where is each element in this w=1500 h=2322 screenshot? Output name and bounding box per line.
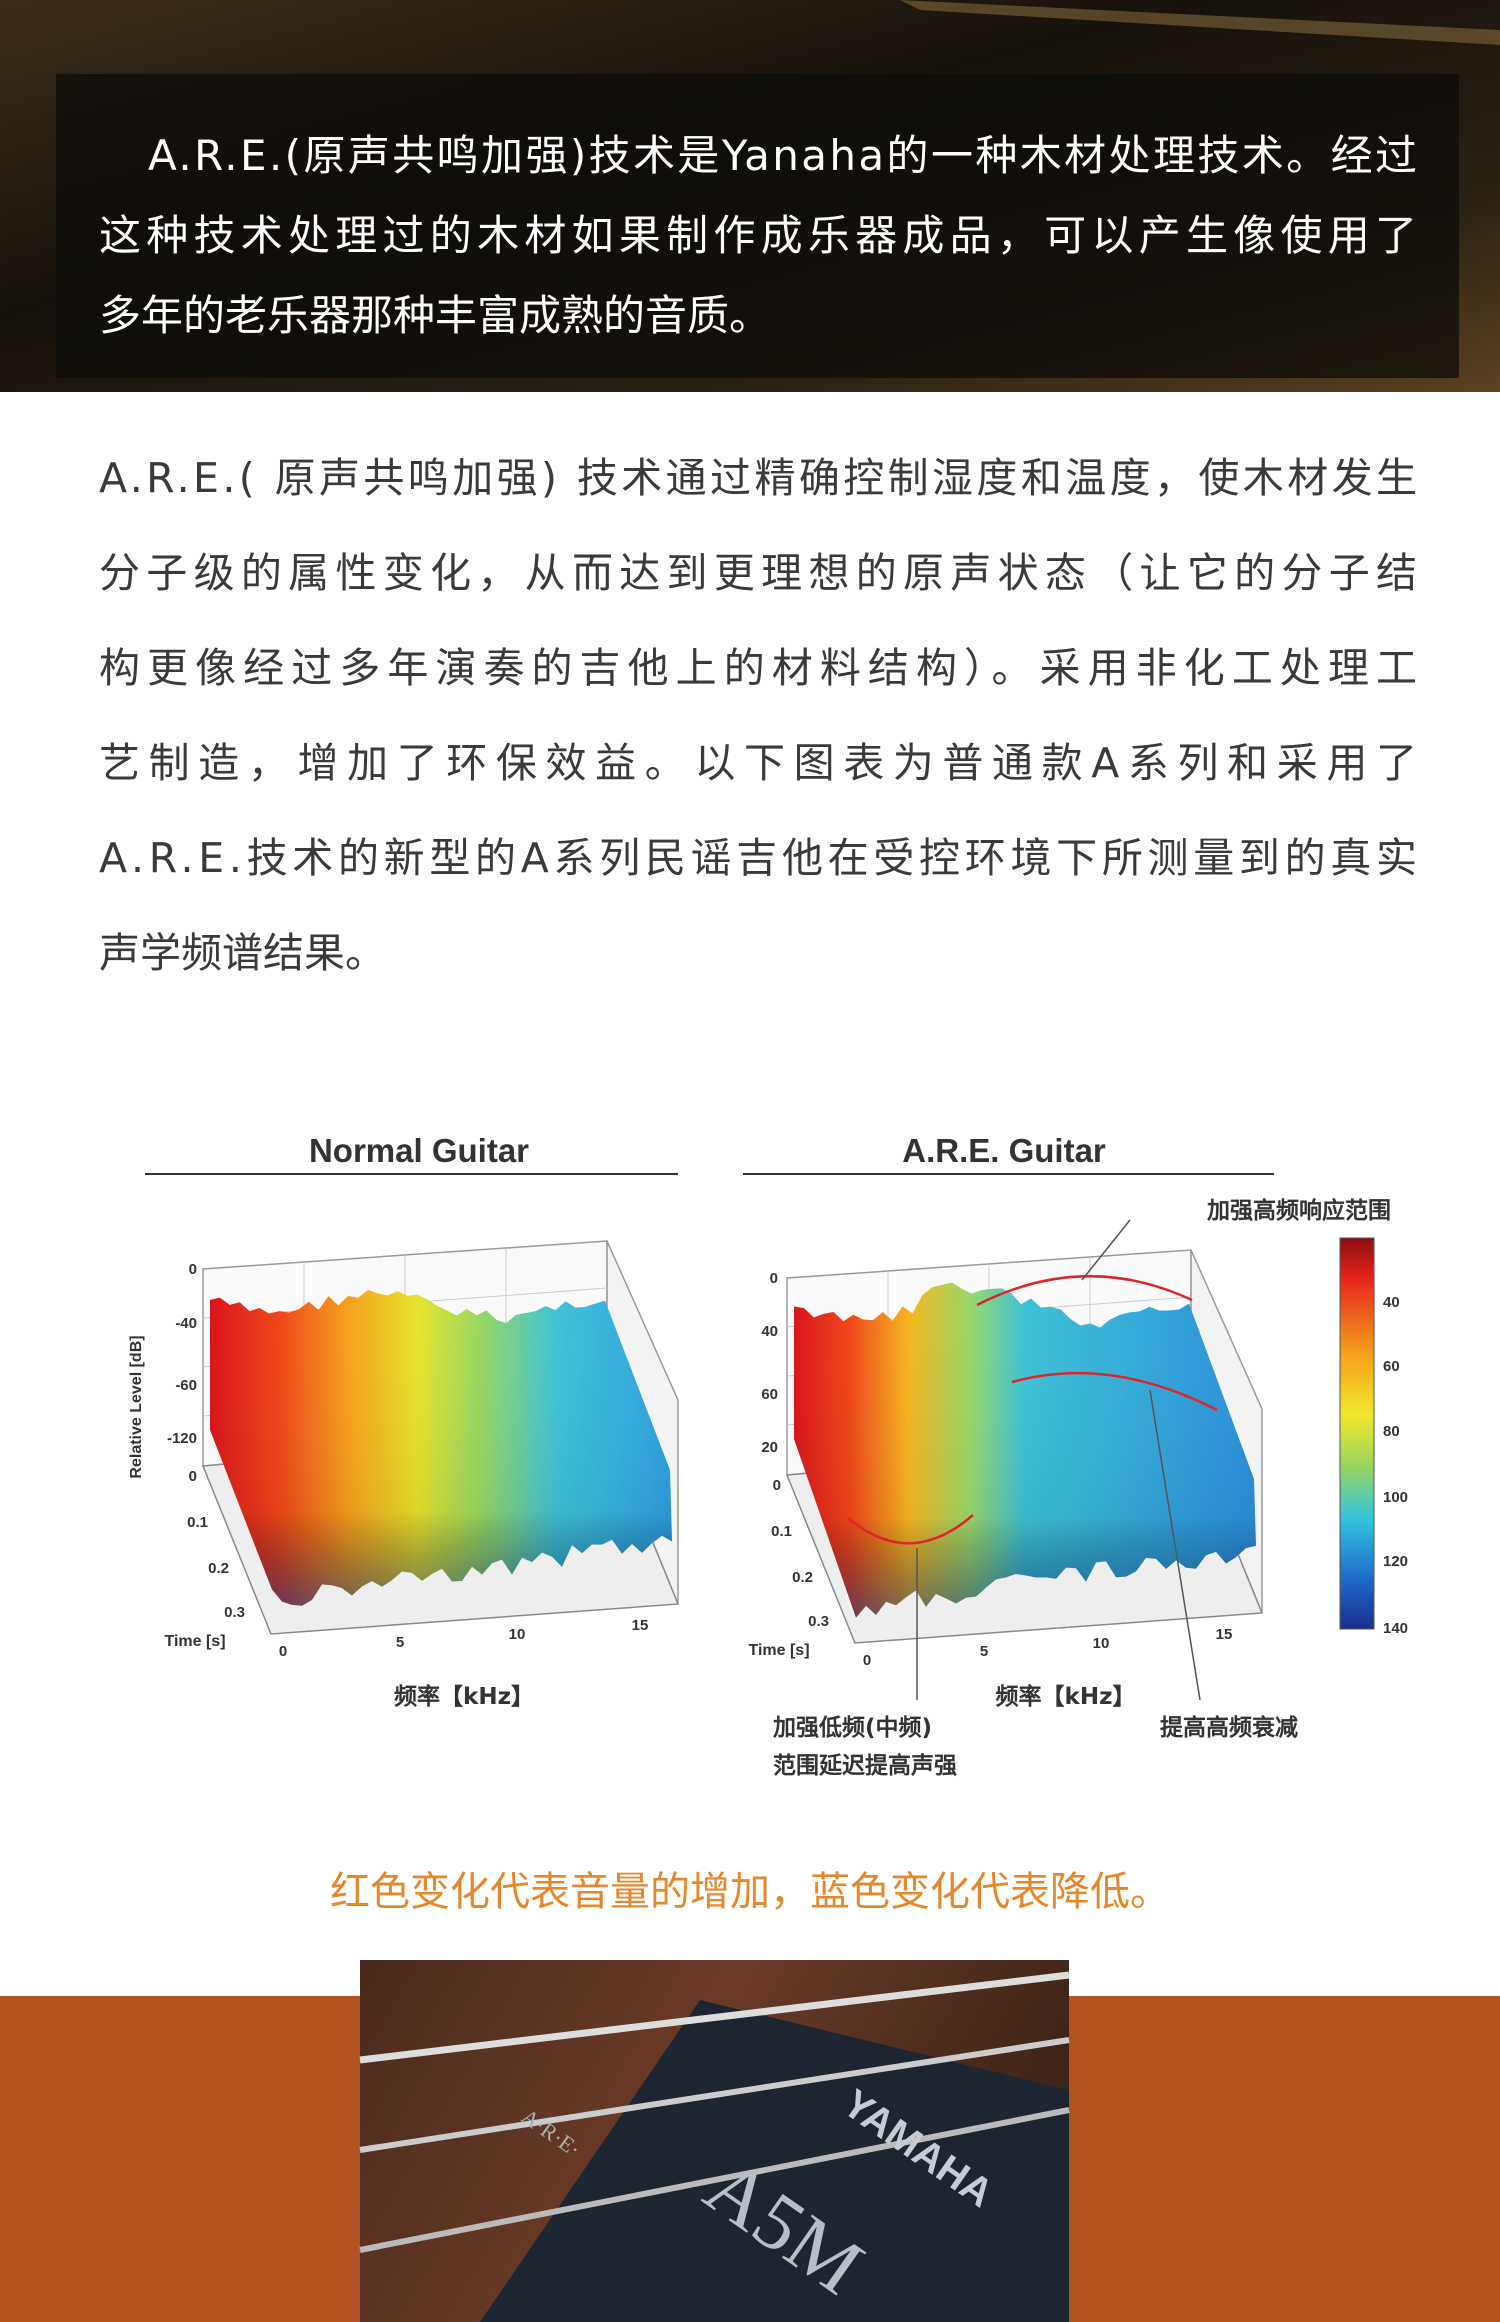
annotation: 加强低频(中频) (772, 1715, 932, 1741)
leader-line (1081, 1219, 1131, 1281)
annotation-arc (1011, 1371, 1218, 1412)
level-tick: -120 (167, 1430, 197, 1447)
plot-title: Normal Guitar (309, 1132, 529, 1169)
body-line: 声学频谱结果。 (99, 929, 386, 977)
spectrum-shade (210, 1289, 672, 1606)
level-tick: 20 (761, 1439, 778, 1456)
time-tick: 0.2 (792, 1569, 813, 1586)
banner-line: 多年的老乐器那种丰富成熟的音质。 (99, 291, 771, 340)
caption: 红色变化代表音量的增加，蓝色变化代表降低。 (330, 1869, 1170, 1915)
label-plate (480, 2000, 1069, 2322)
colorbar (1339, 1237, 1375, 1630)
time-tick: 0 (189, 1468, 197, 1485)
freq-tick: 0 (279, 1643, 287, 1660)
time-tick: 0.3 (808, 1613, 829, 1630)
y-axis-label: Relative Level [dB] (128, 1335, 145, 1478)
colorbar-tick: 80 (1383, 1423, 1400, 1440)
annotation: 提高高频衰减 (1160, 1714, 1298, 1741)
annotation: 范围延迟提高声强 (773, 1752, 957, 1779)
level-tick: -60 (175, 1377, 197, 1394)
string (359, 2107, 1070, 2253)
time-tick: 0.3 (224, 1604, 245, 1621)
level-tick: -40 (175, 1315, 197, 1332)
banner-streak (900, 0, 1500, 45)
colorbar-tick: 100 (1383, 1489, 1408, 1506)
time-tick: 0.1 (771, 1523, 792, 1540)
time-label: Time [s] (748, 1642, 809, 1659)
body-line: 艺制造，增加了环保效益。以下图表为普通款A系列和采用了 (99, 739, 1417, 787)
annotation: 加强高频响应范围 (1206, 1197, 1391, 1224)
time-label: Time [s] (164, 1633, 225, 1650)
freq-tick: 10 (1093, 1635, 1110, 1652)
banner-line: A.R.E.(原声共鸣加强)技术是Yanaha的一种木材处理技术。经过 (148, 131, 1417, 180)
time-tick: 0.1 (187, 1514, 208, 1531)
level-tick: 60 (761, 1386, 778, 1403)
annotation-arc (847, 1514, 974, 1545)
plot-title: A.R.E. Guitar (902, 1132, 1106, 1169)
colorbar-tick: 40 (1383, 1294, 1400, 1311)
freq-tick: 10 (509, 1626, 526, 1643)
body-line: A.R.E.( 原声共鸣加强) 技术通过精确控制湿度和温度，使木材发生 (99, 454, 1417, 502)
string (359, 2037, 1070, 2153)
body-line: 分子级的属性变化，从而达到更理想的原声状态（让它的分子结 (99, 549, 1417, 597)
colorbar-tick: 60 (1383, 1358, 1400, 1375)
leader-line (1149, 1389, 1201, 1701)
level-tick: 40 (761, 1323, 778, 1340)
body-line: 构更像经过多年演奏的吉他上的材料结构）。采用非化工处理工 (99, 644, 1417, 692)
level-tick: 0 (770, 1270, 778, 1287)
freq-tick: 15 (1216, 1626, 1233, 1643)
string (359, 1971, 1070, 2064)
colorbar-tick: 140 (1383, 1620, 1408, 1637)
time-tick: 0 (773, 1477, 781, 1494)
spectrum-shade (794, 1282, 1256, 1618)
freq-tick: 0 (863, 1652, 871, 1669)
level-tick: 0 (189, 1261, 197, 1278)
freq-tick: 5 (980, 1643, 988, 1660)
time-tick: 0.2 (208, 1560, 229, 1577)
banner-textbox (56, 74, 1459, 378)
freq-tick: 5 (396, 1634, 404, 1651)
freq-tick: 15 (632, 1617, 649, 1634)
freq-label: 频率【kHz】 (394, 1683, 534, 1710)
colorbar-tick: 120 (1383, 1553, 1408, 1570)
freq-label: 频率【kHz】 (996, 1683, 1136, 1710)
body-line: A.R.E.技术的新型的A系列民谣吉他在受控环境下所测量到的真实 (99, 834, 1417, 882)
